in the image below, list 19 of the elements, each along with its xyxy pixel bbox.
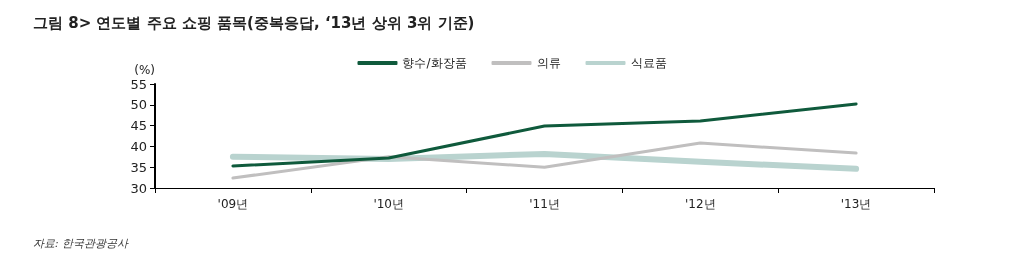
line-series: [231, 102, 858, 168]
legend-label: 향수/화장품: [402, 56, 467, 70]
y-tick-label: 55: [130, 76, 147, 92]
x-tick-label: '11년: [529, 197, 560, 211]
x-tick-label: '09년: [217, 197, 249, 211]
y-tick-label: 45: [130, 118, 147, 134]
legend-label: 식료품: [630, 56, 667, 70]
x-tick-label: '10년: [373, 197, 404, 211]
y-tick-label: 30: [130, 180, 147, 196]
y-tick-label: 50: [130, 97, 147, 113]
y-tick-label: 35: [130, 159, 147, 175]
legend-label: 의류: [536, 56, 561, 70]
y-tick-label: 40: [130, 138, 147, 154]
y-axis-title: (%): [134, 63, 155, 77]
x-tick-label: '12년: [685, 197, 716, 211]
text: 자료: 한국관광공사: [33, 237, 130, 250]
chart-title: 그림 8> 연도별 주요 쇼핑 품목(중복응답, ‘13년 상위 3위 기준): [33, 13, 475, 32]
line-series: [231, 141, 858, 180]
x-tick-label: '13년: [840, 197, 872, 211]
